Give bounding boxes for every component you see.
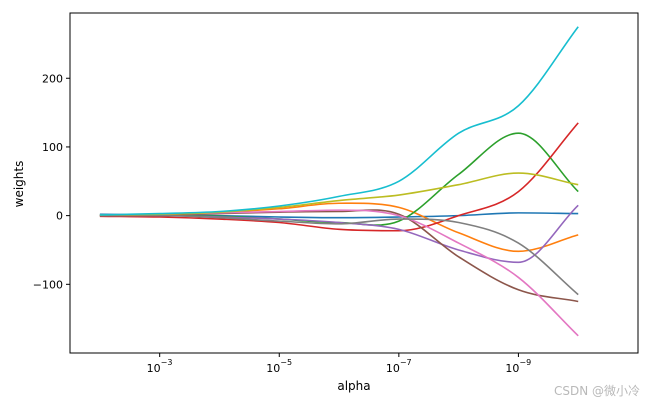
x-axis-label: alpha bbox=[337, 379, 370, 393]
plot-frame bbox=[69, 12, 639, 354]
series-line-9 bbox=[99, 172, 579, 216]
x-tick-exponent: −5 bbox=[280, 358, 292, 367]
x-tick-label: 10 bbox=[147, 362, 161, 375]
series-line-4 bbox=[99, 122, 579, 232]
y-tick-label: 0 bbox=[56, 210, 63, 223]
x-axis-ticks: 10 −3 10 −5 10 −7 10 −9 bbox=[147, 353, 531, 375]
y-axis-label: weights bbox=[12, 161, 26, 208]
series-line-8 bbox=[99, 214, 579, 296]
y-axis-ticks: −100 0 100 200 bbox=[33, 72, 70, 291]
x-tick-exponent: −7 bbox=[400, 358, 412, 367]
x-tick-exponent: −9 bbox=[519, 358, 531, 367]
x-tick-label: 10 bbox=[505, 362, 519, 375]
series-line-10 bbox=[99, 26, 579, 216]
y-tick-label: 200 bbox=[42, 72, 63, 85]
y-tick-label: 100 bbox=[42, 141, 63, 154]
x-tick-exponent: −3 bbox=[161, 358, 173, 367]
x-tick-label: 10 bbox=[266, 362, 280, 375]
x-tick-label: 10 bbox=[386, 362, 400, 375]
watermark: CSDN @微小冷 bbox=[553, 384, 640, 398]
y-tick-label: −100 bbox=[33, 278, 63, 291]
series-lines bbox=[99, 26, 579, 337]
